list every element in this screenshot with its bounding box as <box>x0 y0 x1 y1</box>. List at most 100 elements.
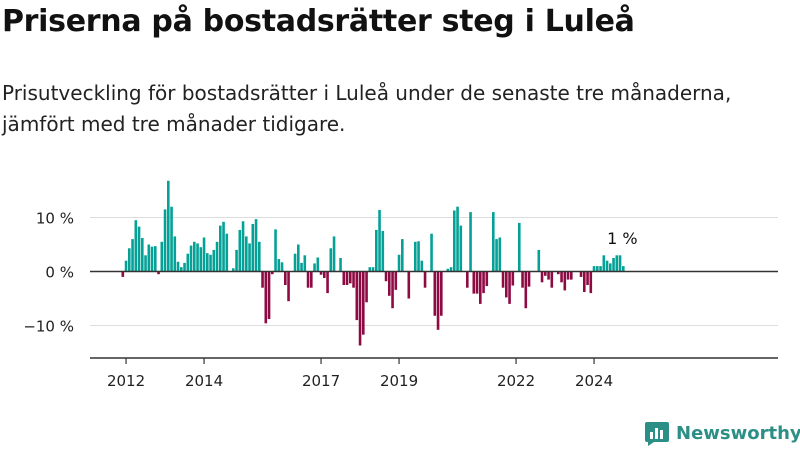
bar <box>345 271 349 285</box>
bar <box>261 271 264 288</box>
bar <box>579 271 583 277</box>
bar <box>375 229 378 272</box>
bar <box>222 221 225 272</box>
bar <box>417 241 420 272</box>
bar <box>501 271 505 288</box>
bar <box>388 271 391 296</box>
bar <box>430 233 433 272</box>
bar <box>384 271 388 282</box>
bar <box>414 241 417 272</box>
bar <box>277 259 281 272</box>
bar <box>128 248 131 272</box>
bar <box>284 271 287 285</box>
bar <box>602 255 606 272</box>
bar <box>540 271 544 283</box>
bar <box>618 255 622 272</box>
bar <box>154 246 157 272</box>
bar <box>225 233 229 272</box>
bar <box>287 271 290 302</box>
bar <box>469 212 472 272</box>
y-tick-label: 10 % <box>36 210 74 228</box>
newsworthy-logo-text: Newsworthy <box>676 422 800 444</box>
bar <box>150 246 154 272</box>
bar <box>407 271 411 299</box>
bar <box>518 222 521 272</box>
bar <box>326 271 329 294</box>
bar <box>339 258 342 272</box>
bar <box>258 241 261 272</box>
bar <box>596 266 599 272</box>
bar <box>592 266 596 272</box>
bar <box>137 226 141 272</box>
annotation-label: 1 % <box>607 229 637 248</box>
grid-lines <box>90 217 778 326</box>
bar <box>475 271 479 294</box>
bar <box>456 206 459 272</box>
axes: 10 % 0 % −10 % 2012 2014 2017 2019 2022 2024 1 % <box>23 210 778 390</box>
bar <box>394 271 398 290</box>
bar <box>124 260 128 272</box>
bar <box>495 239 498 272</box>
x-tick-label: 2024 <box>575 372 613 390</box>
bar <box>547 271 550 280</box>
bar <box>173 236 177 272</box>
bar <box>235 249 238 272</box>
bar <box>511 271 515 286</box>
bar <box>349 271 352 284</box>
bar <box>310 271 313 288</box>
y-tick-label: −10 % <box>23 318 74 336</box>
bar <box>131 239 134 272</box>
bar <box>300 262 303 272</box>
bar <box>280 262 284 272</box>
bar <box>186 253 190 272</box>
bar <box>560 271 563 283</box>
bar <box>362 271 365 335</box>
bar <box>271 271 274 275</box>
bar <box>303 255 307 272</box>
bar <box>167 180 170 272</box>
bar <box>537 249 541 272</box>
bar <box>264 271 268 324</box>
bar <box>365 271 368 303</box>
bar <box>176 261 180 272</box>
bar <box>316 257 320 272</box>
bar <box>527 271 531 287</box>
bar <box>599 266 602 272</box>
bar <box>521 271 524 288</box>
bar <box>371 267 375 272</box>
bar <box>589 271 593 294</box>
bar <box>381 231 385 272</box>
bar <box>612 258 615 272</box>
bar <box>440 271 443 316</box>
bar <box>196 243 199 272</box>
bar <box>352 271 355 288</box>
bar <box>267 271 271 320</box>
bar <box>180 267 183 272</box>
bar <box>459 225 463 272</box>
bar <box>209 254 212 272</box>
bar <box>436 271 440 330</box>
bar <box>544 271 547 276</box>
bar <box>433 271 437 316</box>
bar <box>479 271 482 304</box>
bar <box>160 241 164 272</box>
chart-title: Priserna på bostadsrätter steg i Luleå <box>2 4 635 39</box>
bar <box>401 239 404 272</box>
bar <box>232 268 235 272</box>
y-tick-label: 0 % <box>45 264 74 282</box>
bar <box>238 229 242 272</box>
bar <box>329 248 333 272</box>
bar <box>342 271 346 285</box>
bars <box>121 180 625 346</box>
bar <box>219 225 222 272</box>
x-tick-label: 2022 <box>497 372 535 390</box>
bar <box>605 260 609 272</box>
bar <box>248 243 251 272</box>
bar <box>163 209 167 272</box>
x-tick-label: 2017 <box>302 372 340 390</box>
bar <box>498 237 502 272</box>
bar <box>245 236 248 272</box>
bar <box>332 236 336 272</box>
newsworthy-logo-icon <box>645 422 669 446</box>
